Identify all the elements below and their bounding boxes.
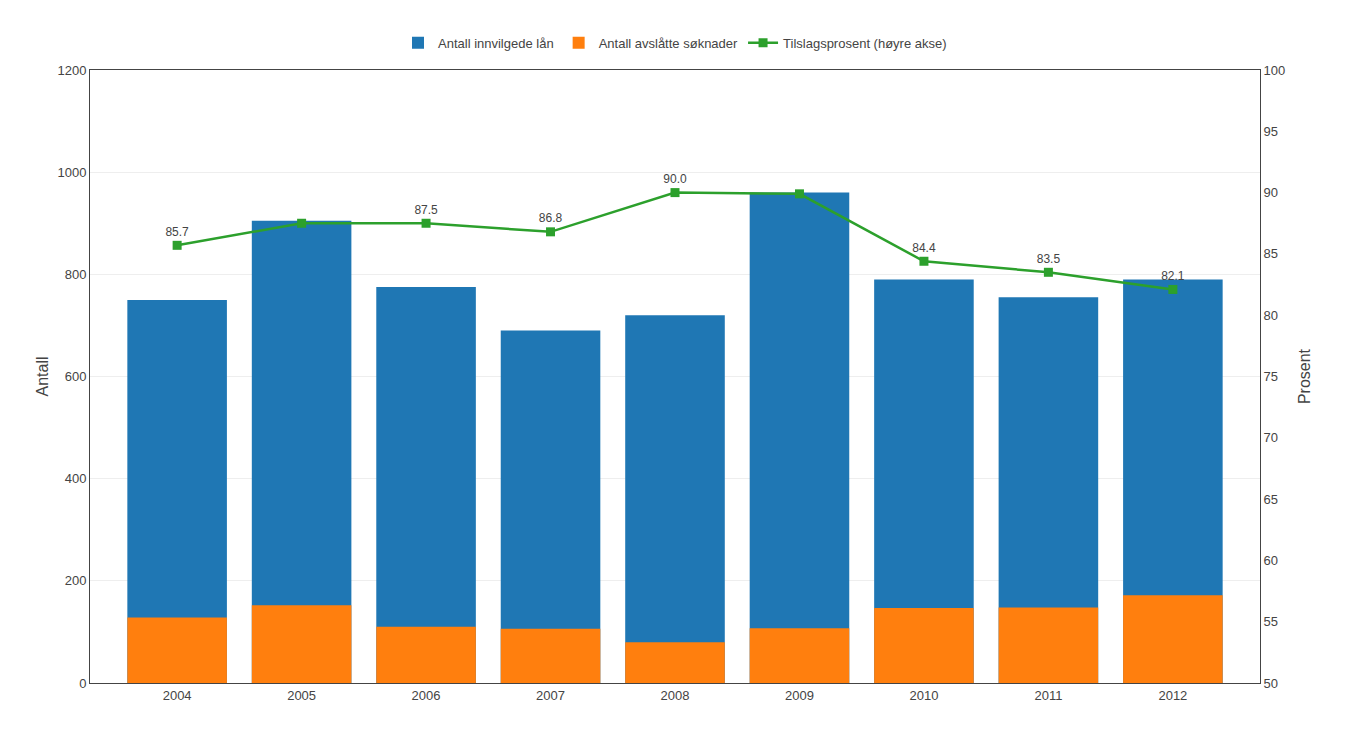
svg-text:2011: 2011 [1034,688,1062,703]
svg-text:400: 400 [65,471,87,486]
svg-text:90: 90 [1264,185,1278,200]
svg-text:86.8: 86.8 [539,211,563,225]
svg-text:2010: 2010 [909,688,938,703]
svg-text:2009: 2009 [785,688,814,703]
svg-text:82.1: 82.1 [1161,269,1185,283]
svg-text:2012: 2012 [1158,688,1187,703]
svg-text:50: 50 [1264,676,1278,691]
svg-text:70: 70 [1264,430,1278,445]
svg-text:1000: 1000 [57,165,86,180]
svg-text:2006: 2006 [412,688,441,703]
svg-text:200: 200 [65,573,87,588]
svg-text:2005: 2005 [287,688,316,703]
svg-text:90.0: 90.0 [663,172,687,186]
svg-text:Prosent: Prosent [1296,348,1313,404]
svg-text:95: 95 [1264,124,1278,139]
svg-text:800: 800 [65,267,87,282]
svg-text:87.5: 87.5 [414,203,438,217]
svg-text:0: 0 [79,676,86,691]
svg-text:600: 600 [65,369,87,384]
svg-text:2004: 2004 [163,688,192,703]
svg-text:Tilslagsprosent (høyre akse): Tilslagsprosent (høyre akse) [783,36,947,51]
svg-text:2007: 2007 [536,688,565,703]
svg-text:85: 85 [1264,246,1278,261]
svg-text:84.4: 84.4 [912,241,936,255]
svg-text:75: 75 [1264,369,1278,384]
svg-text:Antall avslåtte søknader: Antall avslåtte søknader [599,36,738,51]
svg-text:1200: 1200 [57,63,86,78]
svg-text:2008: 2008 [661,688,690,703]
svg-text:Antall: Antall [34,356,51,396]
svg-text:55: 55 [1264,614,1278,629]
svg-text:85.7: 85.7 [165,225,189,239]
svg-text:Antall innvilgede lån: Antall innvilgede lån [438,36,554,51]
svg-text:83.5: 83.5 [1037,252,1061,266]
svg-text:60: 60 [1264,553,1278,568]
svg-text:65: 65 [1264,492,1278,507]
svg-text:100: 100 [1264,63,1286,78]
svg-text:80: 80 [1264,308,1278,323]
